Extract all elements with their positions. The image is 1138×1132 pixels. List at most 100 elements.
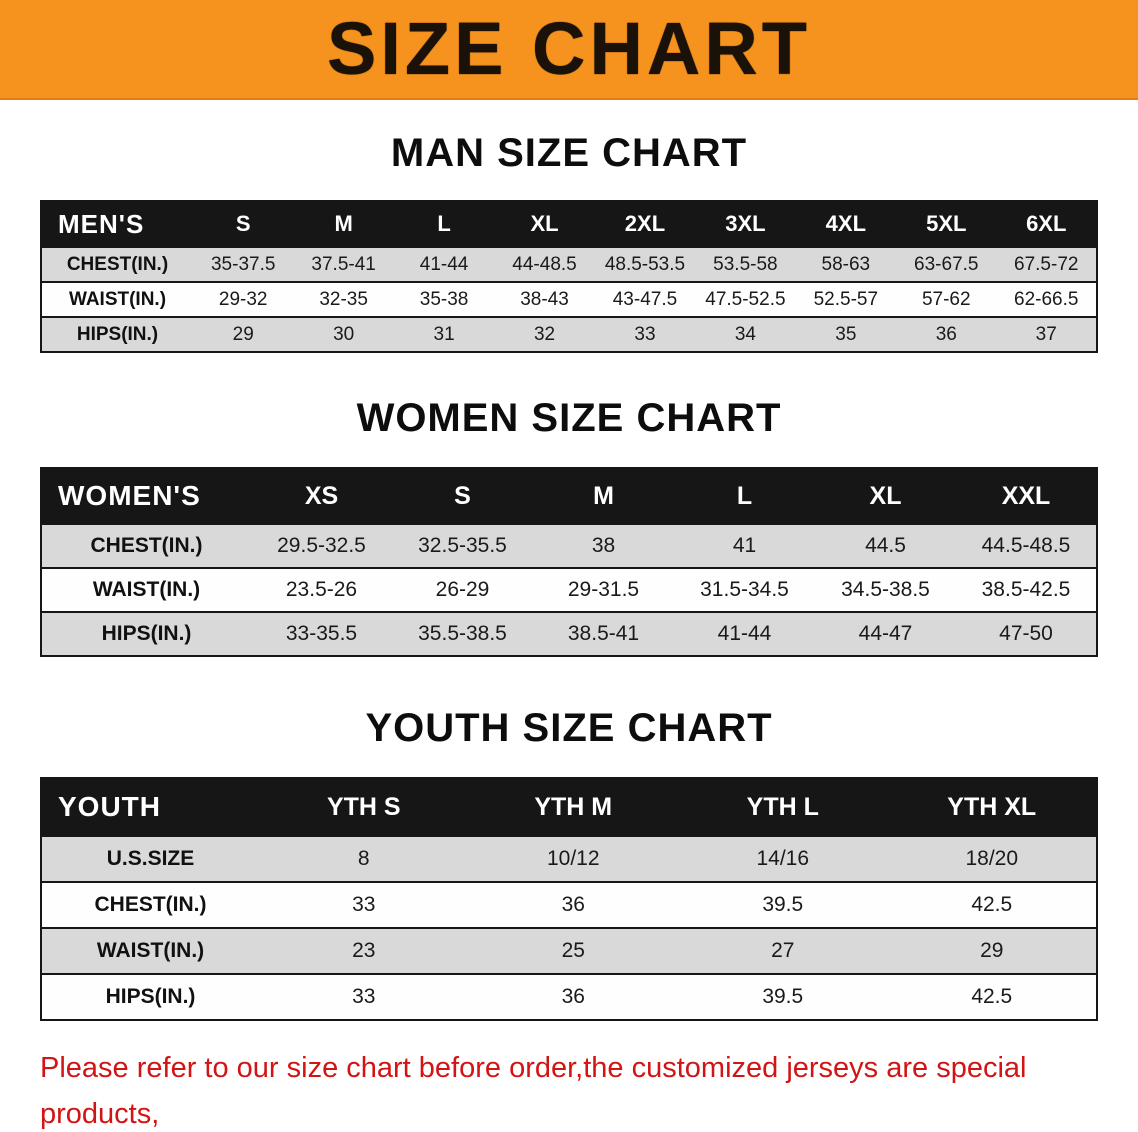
size-value-cell: 37 [1035, 323, 1057, 345]
size-value-cell: 42.5 [971, 985, 1013, 1008]
size-column-header: YTH L [678, 778, 888, 836]
size-column-header: L [393, 201, 495, 247]
youth-size-section: YOUTH SIZE CHART YOUTH YTH S YTH M YTH L YTH… [0, 705, 1138, 1021]
men-size-table: MEN'S S M L XL 2XL 3XL 4XL 5XL 6XL CHEST(IN.) 35-37… [40, 200, 1098, 353]
size-column-header: 2XL [594, 201, 696, 247]
size-value-cell: 33 [352, 893, 376, 916]
size-value-cell: 36 [935, 323, 957, 345]
size-value-cell: 62-66.5 [1014, 288, 1079, 310]
table-title: YOUTH [41, 778, 259, 836]
size-value-cell: 8 [357, 847, 370, 870]
row-label: HIPS(IN.) [101, 622, 192, 645]
size-value-cell: 41-44 [717, 622, 772, 645]
size-value-cell: 35-38 [419, 288, 469, 310]
disclaimer: Please refer to our size chart before or… [40, 1045, 1098, 1132]
size-value-cell: 38.5-41 [567, 622, 640, 645]
table-row: HIPS(IN.) 33 36 39.5 42.5 [41, 974, 1097, 1020]
size-value-cell: 32 [533, 323, 556, 345]
youth-size-table: YOUTH YTH S YTH M YTH L YTH XL U.S.SIZE 8 10/12… [40, 777, 1098, 1021]
size-value-cell: 33 [352, 985, 376, 1008]
size-column-header: XS [251, 468, 392, 524]
size-value-cell: 31.5-34.5 [700, 578, 789, 601]
size-value-cell: 35 [835, 323, 857, 345]
page-title: SIZE CHART [327, 7, 811, 90]
size-column-header: S [392, 468, 533, 524]
size-value-cell: 29-31.5 [567, 578, 640, 601]
men-size-section: MAN SIZE CHART MEN'S S M L XL 2XL 3XL 4XL 5XL 6XL… [0, 130, 1138, 353]
table-row: HIPS(IN.) 29 30 31 32 33 34 35 36 37 [41, 317, 1097, 352]
row-label: WAIST(IN.) [92, 578, 201, 601]
size-column-header: XL [815, 468, 956, 524]
size-value-cell: 10/12 [546, 847, 600, 870]
size-value-cell: 36 [561, 893, 585, 916]
table-row: CHEST(IN.) 33 36 39.5 42.5 [41, 882, 1097, 928]
size-value-cell: 44.5-48.5 [981, 534, 1071, 557]
table-title: WOMEN'S [41, 468, 251, 524]
size-value-cell: 32-35 [319, 288, 368, 310]
disclaimer-line-1: Please refer to our size chart before or… [40, 1052, 1027, 1130]
size-value-cell: 27 [771, 939, 795, 962]
women-section-heading: WOMEN SIZE CHART [356, 396, 782, 440]
size-value-cell: 29 [980, 939, 1004, 962]
row-label: U.S.SIZE [106, 847, 195, 870]
table-row: U.S.SIZE 8 10/12 14/16 18/20 [41, 836, 1097, 882]
size-value-cell: 38 [591, 534, 616, 557]
size-value-cell: 29 [232, 323, 254, 345]
size-column-header: 4XL [795, 201, 897, 247]
size-value-cell: 34 [734, 323, 756, 345]
size-column-header: 3XL [695, 201, 796, 247]
size-value-cell: 39.5 [762, 985, 804, 1008]
size-value-cell: 44.5 [865, 534, 906, 557]
table-row: WAIST(IN.) 29-32 32-35 35-38 38-43 43-47.5 47.… [41, 282, 1097, 317]
size-value-cell: 58-63 [821, 253, 871, 275]
table-header-row: YOUTH YTH S YTH M YTH L YTH XL [41, 778, 1097, 836]
size-value-cell: 47.5-52.5 [705, 288, 786, 310]
size-column-header: YTH M [468, 778, 678, 836]
row-label: WAIST(IN.) [68, 288, 167, 310]
youth-section-heading: YOUTH SIZE CHART [365, 706, 773, 750]
size-value-cell: 32.5-35.5 [418, 534, 507, 557]
size-value-cell: 29.5-32.5 [277, 534, 366, 557]
size-value-cell: 52.5-57 [813, 288, 879, 310]
size-value-cell: 35-37.5 [210, 253, 276, 275]
size-value-cell: 23 [352, 939, 376, 962]
women-size-section: WOMEN SIZE CHART WOMEN'S XS S M L XL XXL CHEST(… [0, 395, 1138, 657]
size-column-header: 6XL [996, 201, 1097, 247]
size-value-cell: 44-47 [858, 622, 913, 645]
size-value-cell: 26-29 [435, 578, 490, 601]
size-column-header: L [674, 468, 815, 524]
size-value-cell: 57-62 [921, 288, 971, 310]
row-label: WAIST(IN.) [96, 939, 205, 962]
table-row: WAIST(IN.) 23.5-26 26-29 29-31.5 31.5-34.5 34… [41, 568, 1097, 612]
size-value-cell: 43-47.5 [612, 288, 678, 310]
table-row: WAIST(IN.) 23 25 27 29 [41, 928, 1097, 974]
size-value-cell: 47-50 [999, 622, 1053, 645]
row-label: HIPS(IN.) [105, 985, 196, 1008]
table-row: CHEST(IN.) 35-37.5 37.5-41 41-44 44-48.5 48.5… [41, 247, 1097, 282]
row-label: CHEST(IN.) [94, 893, 207, 916]
table-row: HIPS(IN.) 33-35.5 35.5-38.5 38.5-41 41-44 44-… [41, 612, 1097, 656]
size-value-cell: 29-32 [218, 288, 268, 310]
size-value-cell: 25 [561, 939, 585, 962]
men-section-heading: MAN SIZE CHART [390, 131, 748, 175]
size-value-cell: 42.5 [971, 893, 1013, 916]
size-value-cell: 23.5-26 [285, 578, 358, 601]
size-value-cell: 53.5-58 [713, 253, 778, 275]
size-value-cell: 48.5-53.5 [604, 253, 686, 275]
women-size-table: WOMEN'S XS S M L XL XXL CHEST(IN.) 29.5-32.5 32.5… [40, 467, 1098, 657]
size-column-header: M [293, 201, 394, 247]
table-header-row: WOMEN'S XS S M L XL XXL [41, 468, 1097, 524]
table-row: CHEST(IN.) 29.5-32.5 32.5-35.5 38 41 44.5 44.5… [41, 524, 1097, 568]
size-column-header: S [193, 201, 294, 247]
size-column-header: YTH XL [887, 778, 1097, 836]
size-value-cell: 37.5-41 [311, 253, 376, 275]
size-column-header: YTH S [259, 778, 469, 836]
size-value-cell: 31 [433, 323, 455, 345]
row-label: HIPS(IN.) [76, 323, 159, 345]
size-column-header: M [533, 468, 674, 524]
table-header-row: MEN'S S M L XL 2XL 3XL 4XL 5XL 6XL [41, 201, 1097, 247]
size-value-cell: 33-35.5 [285, 622, 358, 645]
size-value-cell: 67.5-72 [1014, 253, 1079, 275]
size-value-cell: 18/20 [965, 847, 1019, 870]
